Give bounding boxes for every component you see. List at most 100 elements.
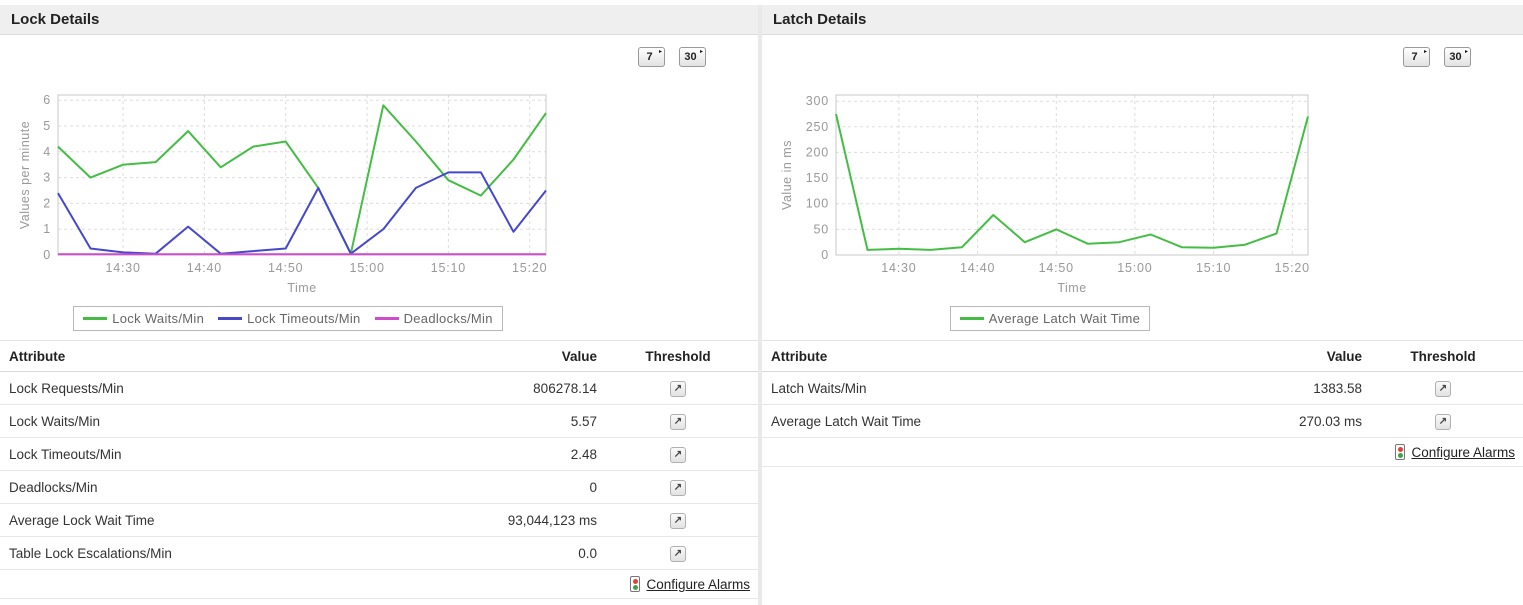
configure-alarms-link[interactable]: Configure Alarms [646, 576, 750, 592]
table-row: Lock Waits/Min 5.57 ↗ [0, 404, 758, 438]
value-cell: 1383.58 [1133, 371, 1363, 405]
value-cell: 806278.14 [368, 371, 598, 405]
svg-text:6: 6 [43, 93, 51, 107]
value-cell: 93,044,123 ms [368, 503, 598, 537]
threshold-icon[interactable]: ↗ [670, 546, 686, 562]
period-7-label: 7 [1411, 51, 1418, 63]
svg-text:250: 250 [806, 120, 829, 134]
table-header-row: Attribute Value Threshold [762, 340, 1523, 372]
threshold-cell: ↗ [1363, 371, 1523, 405]
svg-text:3: 3 [43, 171, 51, 185]
table-row: Table Lock Escalations/Min 0.0 ↗ [0, 536, 758, 570]
svg-text:2: 2 [43, 196, 51, 210]
latch-chart-canvas: 0 50 100 150 200 250 300 14:30 14:40 14:50 15:00 15… [780, 94, 1310, 295]
series-label: Average Latch Wait Time [988, 311, 1141, 326]
svg-text:Time: Time [287, 281, 316, 295]
legend-item: Average Latch Wait Time [959, 311, 1141, 326]
svg-text:Value in ms: Value in ms [780, 140, 794, 210]
svg-text:0: 0 [821, 248, 829, 262]
attribute-cell: Table Lock Escalations/Min [0, 536, 368, 570]
panel-divider [758, 5, 762, 605]
svg-text:0: 0 [43, 248, 51, 262]
svg-text:300: 300 [806, 94, 829, 108]
configure-alarms-row: Configure Alarms [762, 437, 1523, 467]
threshold-icon[interactable]: ↗ [670, 414, 686, 430]
threshold-icon[interactable]: ↗ [670, 480, 686, 496]
threshold-icon[interactable]: ↗ [670, 381, 686, 397]
lock-chart: 0 1 2 3 4 5 6 14:30 14:40 14:50 15:00 15:10 15:20 Tim… [0, 87, 558, 331]
lock-panel-header: Lock Details [0, 5, 758, 35]
svg-text:150: 150 [806, 171, 829, 185]
period-arrow-icon: ▸ [658, 49, 662, 55]
traffic-light-icon [630, 576, 641, 593]
series-label: Lock Waits/Min [112, 311, 205, 326]
svg-text:14:30: 14:30 [881, 261, 916, 275]
value-cell: 0.0 [368, 536, 598, 570]
period-30-button[interactable]: 30 ▸ [679, 47, 706, 67]
threshold-cell: ↗ [598, 536, 758, 570]
panel-latch-details: Latch Details 7 ▸ 30 ▸ 0 50 100 150 200 250 300 1… [762, 5, 1523, 605]
threshold-icon[interactable]: ↗ [1435, 381, 1451, 397]
threshold-cell: ↗ [598, 404, 758, 438]
attribute-header: Attribute [0, 340, 368, 372]
table-header-row: Attribute Value Threshold [0, 340, 758, 372]
threshold-cell: ↗ [598, 503, 758, 537]
table-row: Deadlocks/Min 0 ↗ [0, 470, 758, 504]
period-30-button[interactable]: 30 ▸ [1444, 47, 1471, 67]
series-color-swatch [959, 317, 984, 320]
threshold-icon[interactable]: ↗ [670, 513, 686, 529]
svg-text:14:50: 14:50 [268, 261, 303, 275]
value-cell: 2.48 [368, 437, 598, 471]
period-30-label: 30 [1449, 51, 1462, 63]
svg-text:15:20: 15:20 [1275, 261, 1310, 275]
value-cell: 5.57 [368, 404, 598, 438]
value-cell: 270.03 ms [1133, 404, 1363, 438]
series-color-swatch [83, 317, 108, 320]
traffic-light-icon [1395, 444, 1406, 461]
lock-attributes-table: Attribute Value Threshold Lock Requests/… [0, 340, 758, 599]
svg-text:15:00: 15:00 [349, 261, 384, 275]
latch-panel-title: Latch Details [773, 11, 867, 28]
threshold-icon[interactable]: ↗ [1435, 414, 1451, 430]
value-header: Value [1133, 340, 1363, 372]
table-row: Lock Requests/Min 806278.14 ↗ [0, 371, 758, 405]
latch-panel-header: Latch Details [762, 5, 1523, 35]
svg-text:15:00: 15:00 [1117, 261, 1152, 275]
svg-text:Time: Time [1057, 281, 1086, 295]
value-cell: 0 [368, 470, 598, 504]
period-arrow-icon: ▸ [699, 49, 703, 55]
svg-text:14:40: 14:40 [187, 261, 222, 275]
lock-panel-title: Lock Details [11, 11, 100, 28]
attribute-cell: Lock Requests/Min [0, 371, 368, 405]
svg-text:Values per minute: Values per minute [18, 121, 32, 229]
series-label: Deadlocks/Min [403, 311, 493, 326]
latch-chart-legend: Average Latch Wait Time [949, 306, 1151, 331]
threshold-cell: ↗ [598, 437, 758, 471]
threshold-header: Threshold [598, 340, 758, 372]
table-row: Average Lock Wait Time 93,044,123 ms ↗ [0, 503, 758, 537]
latch-attributes-table: Attribute Value Threshold Latch Waits/Mi… [762, 340, 1523, 467]
table-row: Lock Timeouts/Min 2.48 ↗ [0, 437, 758, 471]
threshold-cell: ↗ [598, 470, 758, 504]
series-color-swatch [218, 317, 243, 320]
series-label: Lock Timeouts/Min [247, 311, 361, 326]
configure-alarms-row: Configure Alarms [0, 569, 758, 599]
svg-text:100: 100 [806, 197, 829, 211]
svg-text:14:50: 14:50 [1039, 261, 1074, 275]
period-7-button[interactable]: 7 ▸ [638, 47, 665, 67]
configure-alarms-link[interactable]: Configure Alarms [1411, 444, 1515, 460]
series-color-swatch [374, 317, 399, 320]
threshold-cell: ↗ [598, 371, 758, 405]
svg-text:14:30: 14:30 [105, 261, 140, 275]
attribute-cell: Deadlocks/Min [0, 470, 368, 504]
period-30-label: 30 [684, 51, 697, 63]
period-7-button[interactable]: 7 ▸ [1403, 47, 1430, 67]
attribute-cell: Lock Waits/Min [0, 404, 368, 438]
svg-text:4: 4 [43, 145, 51, 159]
svg-text:50: 50 [813, 222, 829, 236]
svg-text:15:10: 15:10 [431, 261, 466, 275]
threshold-icon[interactable]: ↗ [670, 447, 686, 463]
attribute-cell: Average Lock Wait Time [0, 503, 368, 537]
legend-item: Deadlocks/Min [374, 311, 493, 326]
attribute-cell: Average Latch Wait Time [762, 404, 1133, 438]
